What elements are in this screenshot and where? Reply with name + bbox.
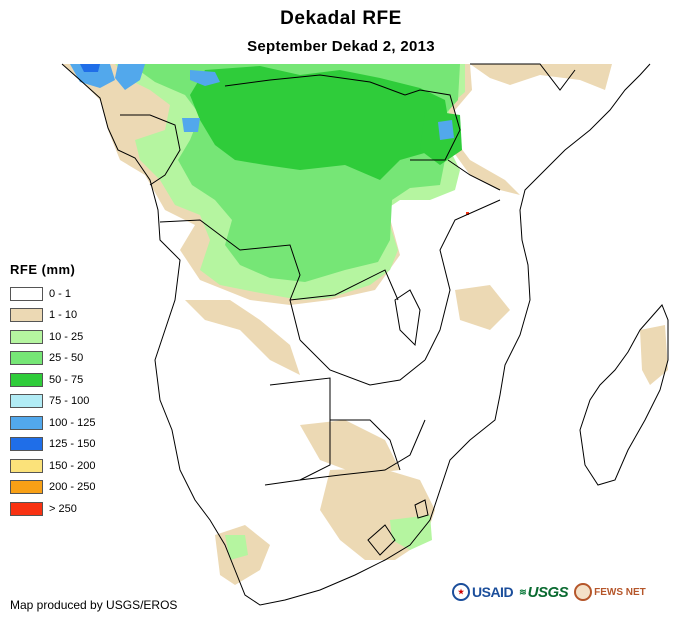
border-botswana-zim — [330, 419, 401, 471]
zone-100-125-coast — [115, 64, 145, 90]
legend-swatch — [10, 415, 43, 430]
usaid-logo: ★ USAID — [452, 583, 514, 601]
zone-100-125-central — [182, 118, 200, 132]
usgs-mark-icon: ≋ — [519, 586, 527, 597]
legend-item: > 250 — [10, 498, 95, 520]
legend-label: 125 - 150 — [49, 438, 96, 451]
usgs-logo: ≋ USGS — [519, 583, 569, 601]
legend-item: 25 - 50 — [10, 348, 95, 370]
legend-swatch — [10, 480, 43, 495]
zone-100-125-north — [190, 70, 220, 86]
legend-item: 100 - 125 — [10, 412, 95, 434]
legend-label: > 250 — [49, 502, 77, 515]
legend: RFE (mm) 0 - 1 1 - 10 10 - 25 25 - 50 50 - 7… — [10, 262, 95, 520]
legend-label: 0 - 1 — [49, 287, 72, 300]
zone-100-125-northwest — [70, 64, 115, 88]
legend-swatch — [10, 394, 43, 409]
border-horn-somalia — [470, 63, 576, 91]
border-congo-gabon — [120, 114, 181, 186]
legend-label: 50 - 75 — [49, 373, 84, 386]
zone-100-125-uganda — [438, 120, 454, 140]
zone-1-10-madagascar — [640, 325, 668, 385]
legend-item: 0 - 1 — [10, 283, 95, 305]
legend-swatch — [10, 286, 43, 301]
fews-seal-icon — [574, 583, 593, 601]
zone-10-25-cape — [225, 535, 248, 560]
border-mozambique — [424, 199, 501, 361]
border-tanzania-kenya — [447, 159, 501, 191]
legend-label: 100 - 125 — [49, 416, 96, 429]
zone-50-75 — [190, 66, 450, 180]
legend-label: 25 - 50 — [49, 352, 84, 365]
zone-1-10-namibia — [300, 420, 400, 475]
madagascar-outline — [579, 304, 669, 486]
legend-title: RFE (mm) — [10, 262, 76, 277]
legend-item: 200 - 250 — [10, 477, 95, 499]
border-zambia-zimbabwe — [299, 339, 426, 386]
border-malawi — [394, 289, 421, 347]
fews-logo-text: FEWS NET — [594, 586, 646, 598]
usgs-logo-text: USGS — [527, 583, 569, 601]
legend-label: 150 - 200 — [49, 459, 96, 472]
border-lesotho — [367, 524, 396, 556]
legend-swatch — [10, 437, 43, 452]
legend-swatch — [10, 501, 43, 516]
usaid-seal-icon: ★ — [452, 583, 470, 601]
usaid-logo-text: USAID — [472, 584, 514, 600]
map-title: Dekadal RFE — [280, 8, 402, 29]
border-car-drc — [224, 74, 406, 96]
legend-item: 1 - 10 — [10, 305, 95, 327]
border-drc-zambia — [289, 269, 399, 301]
zone-1-10-ne — [470, 64, 612, 90]
legend-swatch — [10, 372, 43, 387]
legend-swatch — [10, 458, 43, 473]
fews-logo: FEWS NET — [574, 583, 646, 601]
country-borders — [61, 63, 669, 606]
coastline-west — [61, 63, 651, 606]
legend-label: 75 - 100 — [49, 395, 90, 408]
zone-gt-250 — [466, 212, 469, 215]
legend-swatch — [10, 329, 43, 344]
legend-item: 50 - 75 — [10, 369, 95, 391]
border-south-africa — [264, 419, 426, 486]
legend-item: 150 - 200 — [10, 455, 95, 477]
legend-label: 10 - 25 — [49, 330, 84, 343]
legend-label: 1 - 10 — [49, 309, 78, 322]
credit-text: Map produced by USGS/EROS — [10, 598, 178, 612]
border-swaziland — [414, 499, 429, 519]
legend-item: 125 - 150 — [10, 434, 95, 456]
zone-1-10-tanzania — [455, 285, 510, 330]
zone-10-25-natal — [390, 515, 432, 550]
legend-item: 75 - 100 — [10, 391, 95, 413]
legend-swatch — [10, 351, 43, 366]
logos: ★ USAID ≋ USGS FEWS NET — [452, 583, 652, 601]
border-namibia-botswana — [269, 377, 331, 481]
rainfall-zones — [62, 64, 668, 585]
map-subtitle: September Dekad 2, 2013 — [247, 38, 435, 55]
legend-item: 10 - 25 — [10, 326, 95, 348]
legend-rows: 0 - 1 1 - 10 10 - 25 25 - 50 50 - 75 75 - 100… — [10, 283, 95, 520]
zone-1-10-angola-south — [185, 300, 300, 375]
legend-swatch — [10, 308, 43, 323]
zone-125-150 — [80, 64, 100, 72]
border-uganda — [404, 89, 461, 161]
legend-label: 200 - 250 — [49, 481, 96, 494]
